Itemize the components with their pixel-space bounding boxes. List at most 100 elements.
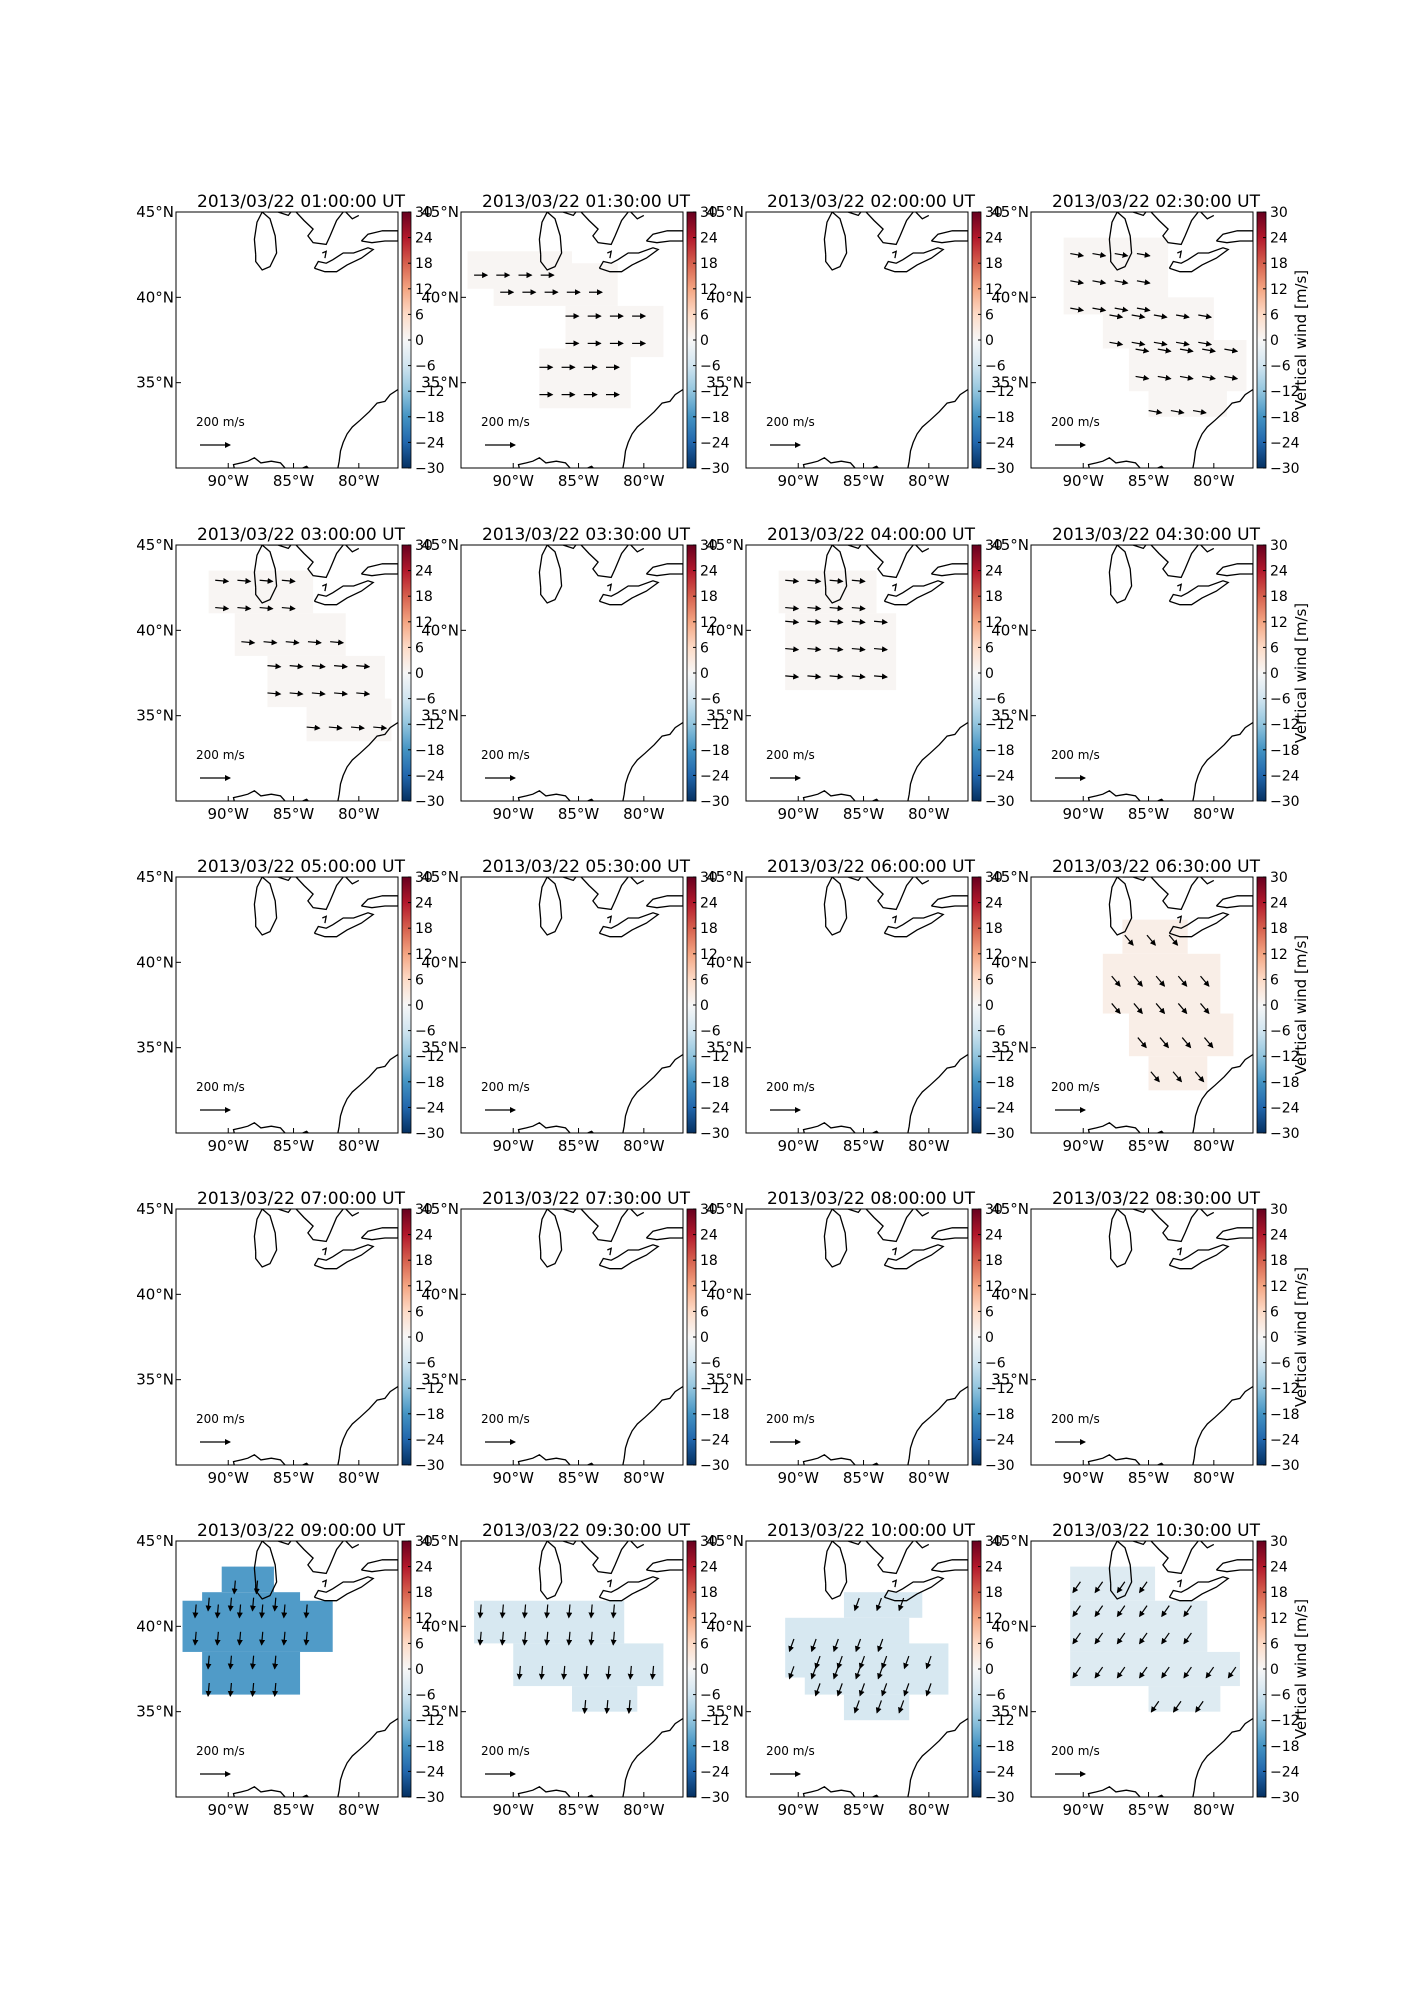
wind-vector-arrow [477,1604,484,1619]
map-panel: 2013/03/22 06:30:00 UT 90°W 85°W 80°W 45°N 40… [991,857,1310,1155]
colorbar-tick-label: 0 [700,1662,709,1678]
wind-vector-arrow [1181,1037,1192,1049]
colorbar-tick-label: 30 [985,870,1003,886]
wind-vector-arrow [832,1638,839,1653]
y-tick-label: 45°N [706,203,744,221]
wind-vector-arrow [925,1683,932,1697]
colorbar-tick-label: 0 [985,1330,994,1346]
coastline [865,212,914,246]
wind-vector-arrow [214,1604,221,1619]
wind-vector-arrow [807,673,822,680]
colorbar-tick-label: −6 [700,1024,721,1040]
coastline [607,250,613,259]
x-tick-label: 90°W [1063,1801,1105,1819]
colorbar-tick-label: 12 [1270,282,1288,298]
coastline [892,915,898,924]
coastline [930,895,968,909]
colorbar-tick-label: −30 [985,1458,1015,1474]
colorbar-tick-label: 12 [985,615,1003,631]
colorbar-tick-label: −6 [415,692,436,708]
colorbar-tick-label: 12 [415,1279,433,1295]
wind-vector-arrow [1161,1605,1170,1618]
wind-vector-arrow [1224,374,1239,381]
coastline [580,877,629,911]
y-tick-label: 45°N [991,203,1029,221]
wind-vector-arrow [236,1604,243,1619]
map-frame [460,876,684,1134]
x-tick-label: 90°W [1063,805,1105,823]
panel-title: 2013/03/22 05:00:00 UT [197,857,406,877]
colorbar-tick-label: 30 [700,870,718,886]
wind-vector-arrow [267,690,282,697]
coastline [295,1541,344,1575]
colorbar-tick-label: −12 [1270,717,1300,733]
colorbar-tick-label: −18 [415,1407,445,1423]
coastline [517,1454,595,1465]
map-panel: 2013/03/22 08:30:00 UT 90°W 85°W 80°W 45°N 40… [991,1189,1310,1487]
coastline [823,877,848,936]
colorbar-tick-label: 6 [1270,640,1279,656]
x-tick-label: 80°W [338,1469,380,1487]
wind-vector-arrow [877,1638,884,1653]
wind-vector-arrow [328,724,343,731]
x-tick-label: 85°W [273,805,315,823]
x-tick-label: 85°W [558,805,600,823]
wind-vector-arrow [1205,1666,1215,1679]
map-frame [460,1540,684,1798]
wind-vector-arrow [785,577,800,584]
wind-vector-arrow [272,1655,279,1670]
colorbar-tick-label: −24 [985,768,1015,784]
coastline [1122,545,1147,550]
coastline [607,1247,613,1256]
colorbar-tick-label: 18 [415,921,433,937]
reference-vector-label: 200 m/s [196,1744,245,1758]
colorbar-tick-label: 12 [700,947,718,963]
wind-vector-arrow [903,1683,910,1697]
wind-vector-arrow [281,1631,288,1646]
vertical-wind-region [1070,1566,1156,1601]
coastline [907,721,968,801]
coastline [598,580,660,606]
colorbar-tick-label: −24 [700,768,730,784]
map-frame [745,544,969,802]
coastline [313,1244,375,1270]
map-panel: 2013/03/22 08:00:00 UT 90°W 85°W 80°W 45°N 40… [706,1189,1014,1487]
map-panel: 2013/03/22 07:00:00 UT 90°W 85°W 80°W 45°N 40… [136,1189,444,1487]
colorbar-tick-label: 12 [1270,947,1288,963]
colorbar-tick-label: 6 [985,1636,994,1652]
vertical-wind-region [785,613,897,691]
reference-vector-label: 200 m/s [481,1080,530,1094]
vertical-wind-region [208,570,314,614]
wind-vector-arrow [583,1665,590,1680]
coastline [1087,1122,1165,1133]
colorbar-tick-label: −18 [700,1075,730,1091]
coastline [1122,1541,1147,1546]
coastline [645,1559,683,1573]
vertical-wind-region [1148,382,1227,417]
colorbar-tick-label: 30 [1270,1202,1288,1218]
colorbar-tick-label: −18 [415,1739,445,1755]
wind-vector-arrow [858,1683,866,1697]
x-tick-label: 90°W [493,472,535,490]
coastline [930,1559,968,1573]
wind-vector-arrow [814,1655,821,1670]
colorbar-tick-label: −12 [985,1381,1015,1397]
coastline [907,1717,968,1797]
coastline [1108,545,1133,604]
y-tick-label: 45°N [136,203,174,221]
colorbar-label: Vertical wind [m/s] [1292,1599,1310,1739]
y-tick-label: 45°N [136,868,174,886]
colorbar-tick-label: −12 [415,1381,445,1397]
colorbar-tick-label: −6 [1270,1024,1291,1040]
wind-vector-arrow [588,1631,595,1646]
colorbar-tick-label: 12 [700,282,718,298]
x-tick-label: 85°W [558,1137,600,1155]
coastline [313,1576,375,1602]
wind-vector-arrow [1114,279,1129,286]
colorbar-tick-label: 6 [415,307,424,323]
coastline [295,877,344,911]
wind-vector-arrow [1114,306,1129,313]
colorbar-tick-label: −18 [985,1407,1015,1423]
wind-vector-arrow [477,1631,484,1646]
wind-vector-arrow [851,605,866,612]
